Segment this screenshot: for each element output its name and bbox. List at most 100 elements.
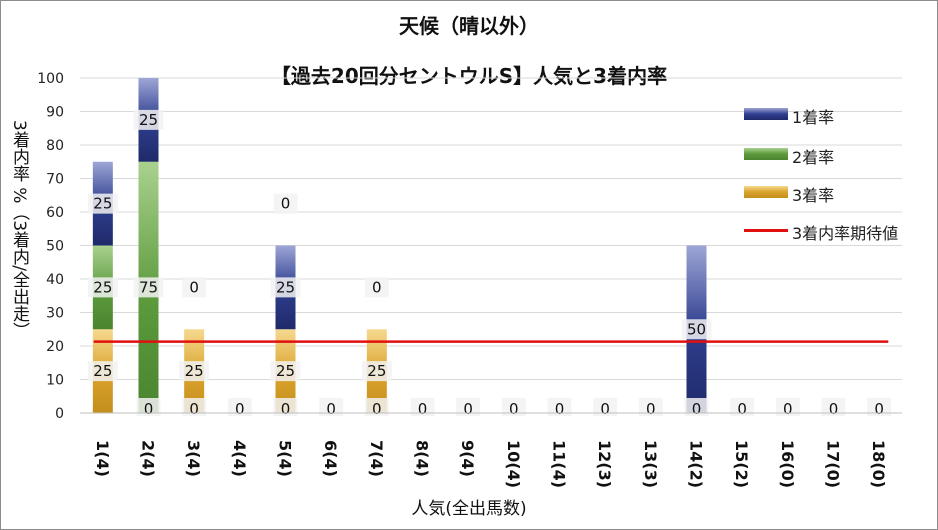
data-label: 0 (646, 400, 656, 418)
data-label-bg (547, 398, 572, 416)
x-tick-label: 1(4) (93, 440, 112, 477)
data-label: 0 (189, 278, 199, 296)
legend-label-2nd: 2着率 (792, 148, 835, 167)
y-tick-label: 80 (46, 138, 64, 154)
x-tick-label: 18(0) (869, 440, 888, 488)
x-tick-label: 11(4) (550, 440, 569, 488)
data-label-bg (270, 361, 301, 382)
data-label: 0 (326, 400, 336, 418)
data-label-bg (136, 398, 161, 416)
data-label-bg (867, 398, 892, 416)
data-label: 25 (93, 195, 112, 213)
legend-label-1st: 1着率 (792, 108, 835, 127)
data-label-bg (501, 398, 526, 416)
legend-swatch-2nd (744, 148, 788, 160)
x-tick-label: 5(4) (276, 440, 295, 477)
data-label: 25 (276, 362, 295, 380)
data-label-bg (273, 398, 298, 416)
x-tick-label: 9(4) (458, 440, 477, 477)
data-label-bg (87, 193, 118, 214)
data-label-bg (182, 398, 207, 416)
data-label-bg (593, 398, 618, 416)
data-label-bg (270, 277, 301, 298)
data-label: 0 (829, 400, 839, 418)
data-label-bg (319, 398, 344, 416)
data-label-bg (364, 277, 389, 298)
legend-swatch-1st (744, 108, 788, 120)
data-label: 0 (600, 400, 610, 418)
data-label-bg (730, 398, 755, 416)
data-label: 0 (737, 400, 747, 418)
legend-label-3rd: 3着率 (792, 186, 835, 205)
data-label: 0 (874, 400, 884, 418)
data-label-bg (179, 361, 210, 382)
x-tick-label: 7(4) (367, 440, 386, 477)
y-tick-label: 50 (46, 239, 64, 255)
data-label: 50 (687, 320, 706, 338)
data-label: 0 (463, 400, 473, 418)
data-label-bg (821, 398, 846, 416)
y-tick-label: 30 (46, 306, 64, 322)
data-label-bg (775, 398, 800, 416)
x-tick-label: 8(4) (413, 440, 432, 477)
x-tick-label: 14(2) (687, 440, 706, 488)
y-tick-label: 100 (37, 71, 64, 87)
data-label-bg (638, 398, 663, 416)
data-label: 25 (185, 362, 204, 380)
data-label: 0 (372, 400, 382, 418)
x-tick-label: 13(3) (641, 440, 660, 488)
data-label-bg (182, 277, 207, 298)
data-label-bg (273, 193, 298, 214)
x-tick-label: 17(0) (824, 440, 843, 488)
legend-line-expected (744, 229, 788, 232)
x-tick-label: 12(3) (595, 440, 614, 488)
x-tick-label: 4(4) (230, 440, 249, 477)
x-tick-label: 3(4) (184, 440, 203, 477)
data-label: 0 (555, 400, 565, 418)
y-tick-label: 40 (46, 272, 64, 288)
data-label: 0 (783, 400, 793, 418)
data-label: 25 (139, 111, 158, 129)
data-label-bg (87, 277, 118, 298)
data-label-bg (133, 277, 164, 298)
data-label: 0 (144, 400, 154, 418)
data-label-bg (410, 398, 435, 416)
y-tick-label: 0 (55, 406, 64, 422)
chart-subtitle: 【過去20回分セントウルS】人気と3着内率 (270, 64, 668, 88)
data-label-bg (681, 319, 712, 340)
legend-swatch-3rd (744, 186, 788, 198)
data-label: 25 (367, 362, 386, 380)
x-tick-label: 2(4) (139, 440, 158, 477)
y-tick-label: 10 (46, 373, 64, 389)
chart-title: 天候（晴以外） (399, 14, 539, 38)
y-tick-label: 90 (46, 105, 64, 121)
x-axis-label: 人気(全出馬数) (411, 499, 527, 519)
data-label: 0 (418, 400, 428, 418)
data-label-bg (361, 361, 392, 382)
data-label: 0 (692, 400, 702, 418)
data-label: 0 (235, 400, 245, 418)
data-label-bg (456, 398, 481, 416)
data-label: 25 (276, 278, 295, 296)
data-label-bg (133, 109, 164, 130)
data-label-bg (227, 398, 252, 416)
x-tick-label: 16(0) (778, 440, 797, 488)
x-tick-label: 10(4) (504, 440, 523, 488)
y-axis-label: 3着内率 %（3着内/全出走） (9, 120, 29, 339)
y-tick-label: 60 (46, 205, 64, 221)
legend-label-expected: 3着内率期待値 (792, 224, 899, 243)
data-label: 25 (93, 278, 112, 296)
data-label: 0 (509, 400, 519, 418)
data-label: 0 (372, 278, 382, 296)
data-label-bg (364, 398, 389, 416)
data-label: 25 (93, 362, 112, 380)
data-label: 0 (189, 400, 199, 418)
x-tick-label: 15(2) (732, 440, 751, 488)
x-tick-label: 6(4) (321, 440, 340, 477)
data-label: 0 (281, 400, 291, 418)
data-label: 0 (281, 195, 291, 213)
data-label-bg (87, 361, 118, 382)
y-tick-label: 70 (46, 172, 64, 188)
data-label: 75 (139, 278, 158, 296)
